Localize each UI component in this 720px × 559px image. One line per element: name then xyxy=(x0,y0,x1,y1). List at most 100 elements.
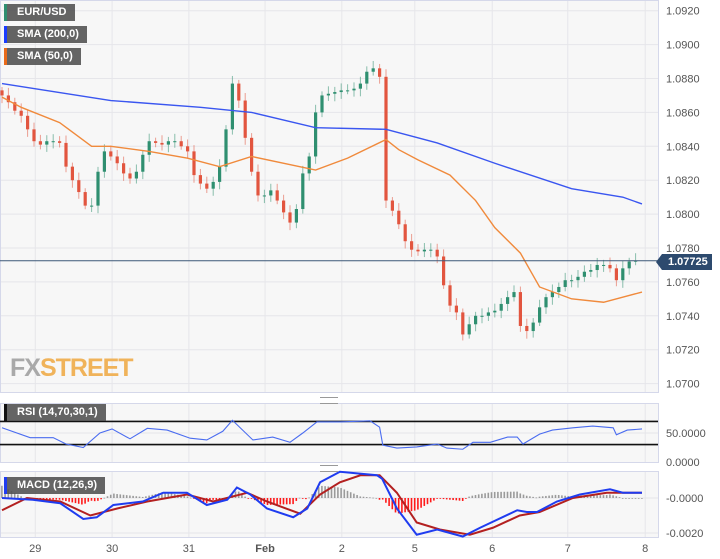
macd-histogram-bar xyxy=(276,498,278,505)
legend-sma200[interactable]: SMA (200,0) xyxy=(4,26,87,43)
macd-histogram-bar xyxy=(641,498,643,499)
macd-histogram-bar xyxy=(423,498,426,506)
candle-up xyxy=(307,156,311,174)
macd-histogram-bar xyxy=(500,491,502,498)
candle-down xyxy=(160,142,164,145)
candle-up xyxy=(166,141,170,145)
macd-histogram-bar xyxy=(330,486,333,498)
time-axis-label: 8 xyxy=(642,543,648,555)
candle-down xyxy=(26,115,30,130)
candle-up xyxy=(589,270,593,272)
candle-down xyxy=(397,210,401,225)
candle-up xyxy=(230,83,234,130)
macd-histogram-bar xyxy=(247,498,250,499)
macd-histogram-bar xyxy=(503,491,506,498)
macd-histogram-bar xyxy=(279,498,282,505)
macd-histogram-bar xyxy=(125,495,128,498)
macd-histogram-bar xyxy=(621,498,624,499)
candle-up xyxy=(538,307,542,323)
macd-histogram-bar xyxy=(285,498,288,505)
macd-histogram-bar xyxy=(442,498,445,500)
macd-histogram-bar xyxy=(138,496,141,498)
macd-histogram-bar xyxy=(81,498,83,505)
rsi-panel-resize-handle[interactable] xyxy=(320,397,338,404)
macd-histogram-bar xyxy=(445,498,448,500)
candle-down xyxy=(448,285,452,306)
macd-histogram-bar xyxy=(116,494,118,498)
candle-down xyxy=(525,325,529,332)
macd-panel-resize-handle[interactable] xyxy=(320,465,338,472)
macd-histogram-bar xyxy=(356,495,358,498)
candle-down xyxy=(250,137,254,172)
macd-histogram-bar xyxy=(490,492,493,498)
macd-histogram-bar xyxy=(180,495,182,498)
macd-histogram-bar xyxy=(93,498,96,502)
macd-histogram-bar xyxy=(532,496,534,498)
price-axis-label: 1.0900 xyxy=(666,40,700,52)
macd-histogram-bar xyxy=(625,498,627,499)
candle-down xyxy=(410,241,414,250)
candle-up xyxy=(320,95,324,113)
macd-histogram-bar xyxy=(289,498,291,505)
macd-histogram-bar xyxy=(481,493,483,498)
macd-histogram-bar xyxy=(327,486,330,498)
macd-histogram-bar xyxy=(273,498,275,505)
candle-up xyxy=(90,205,94,207)
rsi-line xyxy=(1,419,643,450)
time-axis-label: 30 xyxy=(106,543,118,555)
macd-histogram-bar xyxy=(106,496,109,498)
macd-histogram-bar xyxy=(202,498,205,503)
legend-sma200-label: SMA (200,0) xyxy=(17,28,79,40)
macd-axis-label: -0.0020 xyxy=(666,528,703,540)
macd-histogram-bar xyxy=(493,491,496,498)
macd-histogram-bar xyxy=(84,498,86,504)
macd-histogram-bar xyxy=(541,496,544,498)
macd-histogram-bar xyxy=(618,497,621,498)
macd-histogram-bar xyxy=(429,498,432,503)
macd-histogram-bar xyxy=(602,495,605,498)
macd-histogram-bar xyxy=(68,498,70,502)
candle-up xyxy=(576,276,580,281)
candle-down xyxy=(518,292,522,326)
candle-down xyxy=(403,224,407,242)
candle-up xyxy=(141,154,145,172)
macd-histogram-bar xyxy=(465,498,467,499)
candle-up xyxy=(506,297,510,304)
candle-up xyxy=(45,141,49,145)
macd-histogram-bar xyxy=(346,490,349,498)
legend-sma50[interactable]: SMA (50,0) xyxy=(4,48,81,65)
candle-up xyxy=(262,195,266,197)
legend-macd[interactable]: MACD (12,26,9) xyxy=(4,477,106,494)
rsi-axis-label: 50.0000 xyxy=(666,428,706,440)
macd-histogram-bar xyxy=(337,487,339,498)
legend-eurusd[interactable]: EUR/USD xyxy=(4,4,75,21)
macd-histogram-bar xyxy=(468,496,470,498)
macd-histogram-bar xyxy=(519,493,522,498)
time-axis-label: 6 xyxy=(489,543,495,555)
macd-histogram-bar xyxy=(295,498,298,501)
macd-histogram-bar xyxy=(17,494,19,498)
macd-histogram-bar xyxy=(301,498,304,499)
legend-rsi[interactable]: RSI (14,70,30,1) xyxy=(4,404,106,421)
macd-histogram-bar xyxy=(497,491,499,498)
macd-histogram-bar xyxy=(61,498,64,501)
candle-down xyxy=(275,190,279,201)
macd-histogram-bar xyxy=(167,492,170,498)
macd-histogram-bar xyxy=(113,493,115,498)
candle-down xyxy=(416,249,420,252)
price-axis-label: 1.0760 xyxy=(666,277,700,289)
candle-up xyxy=(486,312,490,316)
macd-histogram-bar xyxy=(1,485,3,498)
macd-histogram-bar xyxy=(362,496,365,498)
candle-up xyxy=(326,93,330,96)
logo-fx: FX xyxy=(10,354,41,382)
macd-histogram-bar xyxy=(449,498,451,500)
candle-down xyxy=(435,249,439,257)
macd-histogram-bar xyxy=(141,496,144,498)
macd-histogram-bar xyxy=(461,498,464,501)
macd-histogram-bar xyxy=(305,498,307,500)
macd-histogram-bar xyxy=(381,498,384,500)
candle-down xyxy=(461,312,465,335)
candle-down xyxy=(179,141,183,147)
